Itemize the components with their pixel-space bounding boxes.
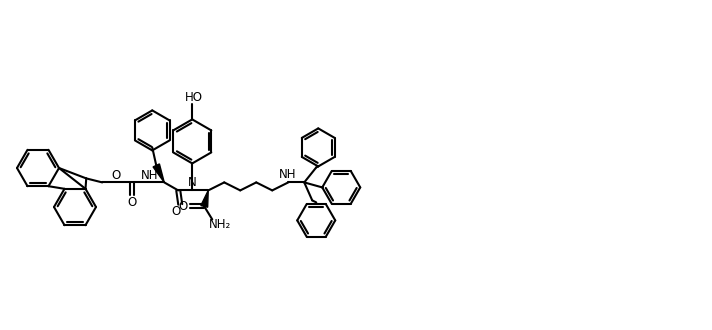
Text: HO: HO xyxy=(185,91,203,104)
Polygon shape xyxy=(201,190,208,207)
Text: O: O xyxy=(172,205,181,218)
Text: NH: NH xyxy=(278,168,296,181)
Text: O: O xyxy=(112,169,121,182)
Text: O: O xyxy=(127,196,137,209)
Text: NH: NH xyxy=(140,169,158,182)
Text: N: N xyxy=(188,176,197,189)
Text: O: O xyxy=(179,200,188,213)
Polygon shape xyxy=(153,164,164,182)
Text: NH₂: NH₂ xyxy=(209,218,231,231)
